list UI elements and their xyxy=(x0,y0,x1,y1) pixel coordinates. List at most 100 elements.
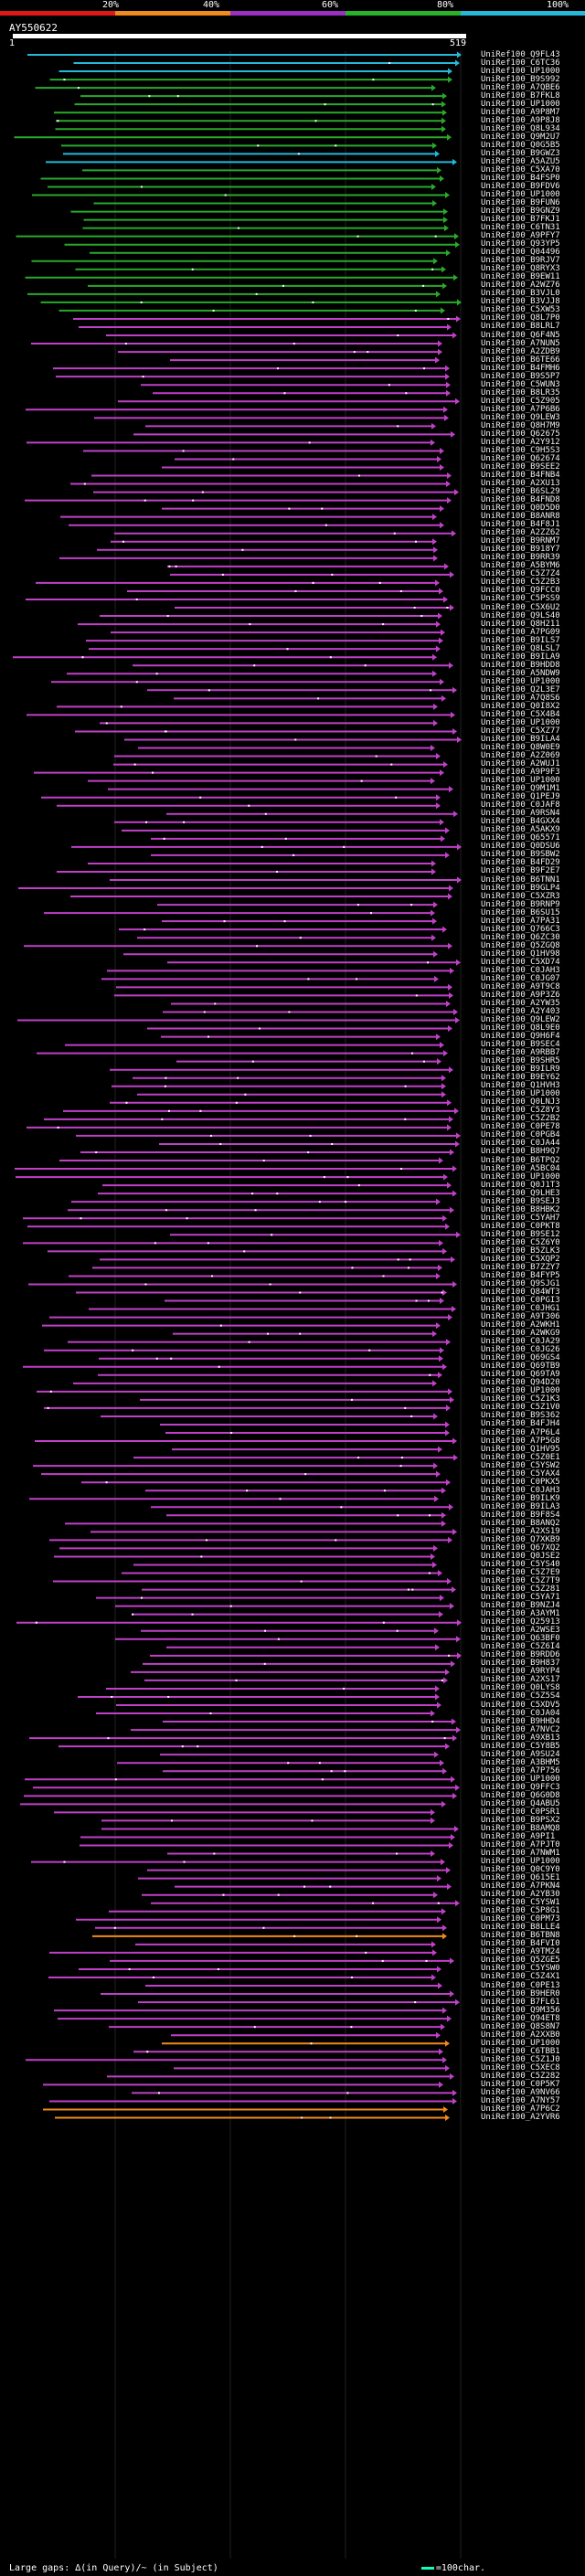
subject-label[interactable]: UniRef100_A9TM24 xyxy=(481,1947,560,1957)
subject-label[interactable]: UniRef100_C5Z7Z4 xyxy=(481,569,560,579)
subject-label[interactable]: UniRef100_B6TPQ2 xyxy=(481,1155,560,1165)
subject-label[interactable]: UniRef100_A2YVR6 xyxy=(481,2113,560,2122)
subject-label[interactable]: UniRef100_C9H5S3 xyxy=(481,445,560,455)
subject-label[interactable]: UniRef100_A9PI1 xyxy=(481,1831,556,1841)
subject-label[interactable]: UniRef100_C5Z1V0 xyxy=(481,1403,560,1413)
subject-label[interactable]: UniRef100_UP1000 xyxy=(481,717,560,727)
subject-label[interactable]: UniRef100_C5X6U2 xyxy=(481,602,560,612)
subject-label[interactable]: UniRef100_C6TN31 xyxy=(481,223,560,233)
subject-label[interactable]: UniRef100_C5Z905 xyxy=(481,396,560,406)
subject-label[interactable]: UniRef100_C0JA29 xyxy=(481,1337,560,1347)
subject-label[interactable]: UniRef100_Q9LEW2 xyxy=(481,1015,560,1024)
subject-label[interactable]: UniRef100_C0JAH3 xyxy=(481,1485,560,1495)
subject-label[interactable]: UniRef100_C6TC36 xyxy=(481,58,560,68)
subject-label[interactable]: UniRef100_A2XU13 xyxy=(481,479,560,489)
subject-label[interactable]: UniRef100_B7FL61 xyxy=(481,1997,560,2007)
subject-label[interactable]: UniRef100_Q9H6F4 xyxy=(481,1032,560,1042)
subject-label[interactable]: UniRef100_Q8L9E0 xyxy=(481,1023,560,1034)
subject-label[interactable]: UniRef100_Q04496 xyxy=(481,248,560,258)
subject-label[interactable]: UniRef100_Q0LNJ3 xyxy=(481,1097,560,1108)
subject-label[interactable]: UniRef100_B7FKL8 xyxy=(481,90,560,101)
subject-label[interactable]: UniRef100_Q69TB9 xyxy=(481,1362,560,1372)
subject-label[interactable]: UniRef100_Q9FFC3 xyxy=(481,1782,560,1792)
subject-label[interactable]: UniRef100_A9P3Z6 xyxy=(481,990,560,1000)
subject-label[interactable]: UniRef100_C0PM73 xyxy=(481,1914,560,1924)
subject-label[interactable]: UniRef100_Q8H7M9 xyxy=(481,420,560,430)
subject-label[interactable]: UniRef100_Q9LS40 xyxy=(481,610,560,620)
subject-label[interactable]: UniRef100_C5Z281 xyxy=(481,1585,560,1595)
subject-label[interactable]: UniRef100_Q8H211 xyxy=(481,619,560,629)
subject-label[interactable]: UniRef100_B9F2E7 xyxy=(481,866,560,876)
subject-label[interactable]: UniRef100_Q766C3 xyxy=(481,924,560,934)
subject-label[interactable]: UniRef100_C5Z6Y0 xyxy=(481,1237,560,1247)
subject-label[interactable]: UniRef100_B8H9Q7 xyxy=(481,1147,560,1157)
subject-label[interactable]: UniRef100_C5Z7T9 xyxy=(481,1576,560,1586)
subject-label[interactable]: UniRef100_Q9LHE3 xyxy=(481,1188,560,1198)
subject-label[interactable]: UniRef100_Q65571 xyxy=(481,833,560,843)
subject-label[interactable]: UniRef100_B9SEE2 xyxy=(481,462,560,472)
subject-label[interactable]: UniRef100_Q0I8X2 xyxy=(481,701,560,711)
subject-label[interactable]: UniRef100_A2Y912 xyxy=(481,437,560,447)
subject-label[interactable]: UniRef100_A2ZZ62 xyxy=(481,528,560,538)
subject-label[interactable]: UniRef100_Q9FCC0 xyxy=(481,586,560,596)
subject-label[interactable]: UniRef100_C0PKT8 xyxy=(481,1221,560,1231)
subject-label[interactable]: UniRef100_C5Z2B3 xyxy=(481,578,560,588)
subject-label[interactable]: UniRef100_A2WKG9 xyxy=(481,1329,560,1339)
subject-label[interactable]: UniRef100_Q69GS4 xyxy=(481,1353,560,1363)
subject-label[interactable]: UniRef100_A7P6C2 xyxy=(481,2104,560,2114)
subject-label[interactable]: UniRef100_UP1000 xyxy=(481,1774,560,1784)
subject-label[interactable]: UniRef100_C5XQP2 xyxy=(481,1254,560,1264)
subject-label[interactable]: UniRef100_A2WKH1 xyxy=(481,1320,560,1330)
subject-label[interactable]: UniRef100_A2WUJ1 xyxy=(481,759,560,769)
subject-label[interactable]: UniRef100_C5XZR3 xyxy=(481,891,560,901)
subject-label[interactable]: UniRef100_B9HDD8 xyxy=(481,660,560,670)
subject-label[interactable]: UniRef100_C0JA44 xyxy=(481,1139,560,1149)
subject-label[interactable]: UniRef100_B4FSP0 xyxy=(481,173,560,183)
subject-label[interactable]: UniRef100_A2XS17 xyxy=(481,1675,560,1685)
subject-label[interactable]: UniRef100_A2Z069 xyxy=(481,751,560,761)
subject-label[interactable]: UniRef100_C5X4B4 xyxy=(481,709,560,719)
subject-label[interactable]: UniRef100_UP1000 xyxy=(481,676,560,686)
subject-label[interactable]: UniRef100_C6TBB1 xyxy=(481,2046,560,2056)
subject-label[interactable]: UniRef100_B8AMQ8 xyxy=(481,1823,560,1833)
subject-label[interactable]: UniRef100_A7P5G8 xyxy=(481,1436,560,1446)
subject-label[interactable]: UniRef100_C5YAH7 xyxy=(481,1213,560,1223)
subject-label[interactable]: UniRef100_B8LRL7 xyxy=(481,322,560,332)
subject-label[interactable]: UniRef100_C5PSS9 xyxy=(481,594,560,604)
subject-label[interactable]: UniRef100_Q9M2U7 xyxy=(481,132,560,142)
subject-label[interactable]: UniRef100_A9P8J8 xyxy=(481,115,560,125)
subject-label[interactable]: UniRef100_C5Z0E1 xyxy=(481,1452,560,1462)
subject-label[interactable]: UniRef100_C5Y8B5 xyxy=(481,1741,560,1751)
subject-label[interactable]: UniRef100_A7P6L4 xyxy=(481,1427,560,1437)
subject-label[interactable]: UniRef100_UP1000 xyxy=(481,190,560,199)
subject-label[interactable]: UniRef100_B4FJH4 xyxy=(481,1419,560,1429)
subject-label[interactable]: UniRef100_B8ANQ2 xyxy=(481,1518,560,1528)
subject-label[interactable]: UniRef100_Q62674 xyxy=(481,453,560,463)
subject-label[interactable]: UniRef100_A3AYM1 xyxy=(481,1609,560,1619)
subject-label[interactable]: UniRef100_B8LR35 xyxy=(481,387,560,398)
subject-label[interactable]: UniRef100_C0JAF8 xyxy=(481,800,560,811)
subject-label[interactable]: UniRef100_UP1000 xyxy=(481,1386,560,1396)
subject-label[interactable]: UniRef100_B3VJL0 xyxy=(481,289,560,299)
subject-label[interactable]: UniRef100_C5XDV5 xyxy=(481,1700,560,1710)
subject-label[interactable]: UniRef100_B9SHR5 xyxy=(481,1056,560,1066)
subject-label[interactable]: UniRef100_Q94D20 xyxy=(481,1378,560,1388)
subject-label[interactable]: UniRef100_Q9M1M1 xyxy=(481,784,560,794)
subject-label[interactable]: UniRef100_A9P9F3 xyxy=(481,768,560,778)
subject-label[interactable]: UniRef100_A5BC04 xyxy=(481,1163,560,1173)
subject-label[interactable]: UniRef100_B4F8J1 xyxy=(481,520,560,530)
subject-label[interactable]: UniRef100_C5XA70 xyxy=(481,164,560,175)
subject-label[interactable]: UniRef100_B6TBN8 xyxy=(481,1931,560,1941)
subject-label[interactable]: UniRef100_A9T306 xyxy=(481,1312,560,1322)
subject-label[interactable]: UniRef100_C0PGB4 xyxy=(481,1130,560,1140)
subject-label[interactable]: UniRef100_UP1000 xyxy=(481,66,560,76)
subject-label[interactable]: UniRef100_B9ILR9 xyxy=(481,1065,560,1075)
subject-label[interactable]: UniRef100_C0JG26 xyxy=(481,1345,560,1355)
subject-label[interactable]: UniRef100_C5XW53 xyxy=(481,305,560,315)
subject-label[interactable]: UniRef100_A2WSE3 xyxy=(481,1626,560,1636)
subject-label[interactable]: UniRef100_B4FVI0 xyxy=(481,1939,560,1949)
subject-label[interactable]: UniRef100_UP1000 xyxy=(481,1171,560,1182)
subject-label[interactable]: UniRef100_B9GWZ3 xyxy=(481,148,560,158)
subject-label[interactable]: UniRef100_C0PKX5 xyxy=(481,1477,560,1487)
subject-label[interactable]: UniRef100_A9RBB7 xyxy=(481,1048,560,1058)
